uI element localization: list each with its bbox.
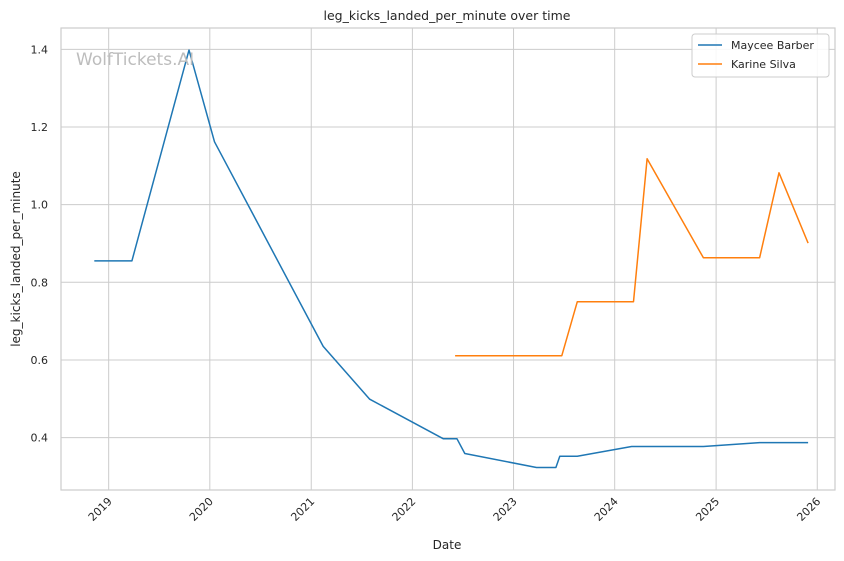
plot-frame xyxy=(60,27,836,491)
y-tick-label: 0.8 xyxy=(31,276,49,289)
grid xyxy=(61,28,835,490)
y-tick-label: 1.2 xyxy=(31,121,49,134)
y-tick-label: 0.6 xyxy=(31,354,49,367)
x-tick-label: 2022 xyxy=(390,495,419,524)
x-axis-ticks: 2019 2020 2021 2022 2023 2024 2025 2026 xyxy=(86,495,824,524)
legend-label-karine-silva: Karine Silva xyxy=(731,58,796,71)
x-tick-label: 2025 xyxy=(693,495,722,524)
x-tick-label: 2023 xyxy=(491,495,520,524)
series-line-karine-silva xyxy=(455,158,809,357)
watermark: WolfTickets.AI xyxy=(76,50,194,70)
x-tick-label: 2021 xyxy=(288,495,317,524)
x-tick-label: 2024 xyxy=(592,495,621,524)
y-tick-label: 1.0 xyxy=(31,199,49,212)
legend-label-maycee-barber: Maycee Barber xyxy=(731,39,814,52)
x-tick-label: 2019 xyxy=(86,495,115,524)
series-line-maycee-barber xyxy=(94,49,809,469)
chart-title: leg_kicks_landed_per_minute over time xyxy=(324,8,571,23)
x-tick-label: 2026 xyxy=(794,495,823,524)
y-tick-label: 0.4 xyxy=(31,432,49,445)
x-tick-label: 2020 xyxy=(187,495,216,524)
y-axis-title: leg_kicks_landed_per_minute xyxy=(9,171,23,347)
legend: Maycee Barber Karine Silva xyxy=(691,33,830,78)
y-axis-ticks: 0.4 0.6 0.8 1.0 1.2 1.4 xyxy=(31,43,49,444)
y-tick-label: 1.4 xyxy=(31,43,49,56)
series-layer xyxy=(94,49,809,469)
x-axis-title: Date xyxy=(433,538,462,552)
